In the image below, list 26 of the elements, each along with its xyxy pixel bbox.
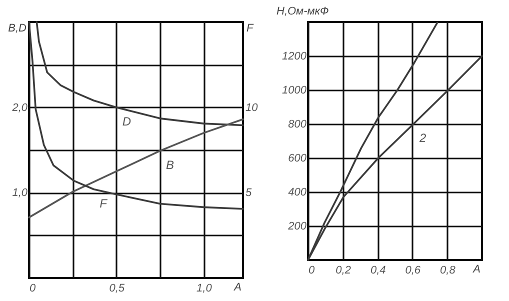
- x-tick-label: 0,4: [370, 264, 386, 276]
- x-tick-label: 0: [308, 264, 316, 276]
- y-tick-label: 1000: [282, 84, 308, 96]
- x-axis-title: A: [472, 264, 480, 276]
- series-label: B: [166, 158, 174, 172]
- y-tick-label: 2,0: [11, 102, 28, 114]
- x-tick-label: 0,8: [440, 264, 456, 276]
- y-tick-label: 800: [288, 118, 308, 130]
- x-tick-label: 1,0: [196, 282, 213, 294]
- y2-tick-label: 10: [246, 102, 259, 114]
- y-tick-label: 400: [288, 186, 308, 198]
- series-label: F: [100, 196, 108, 210]
- y2-axis-title: F: [246, 22, 254, 34]
- y-axis-title: B,D: [8, 22, 27, 34]
- x-tick-label: 0,6: [405, 264, 422, 276]
- y-tick-label: 1200: [282, 50, 308, 62]
- x-tick-label: 0,5: [109, 282, 126, 294]
- x-tick-label: 0,2: [336, 264, 351, 276]
- y-tick-label: 600: [288, 152, 308, 164]
- x-axis-title: A: [233, 282, 242, 294]
- y-tick-label: 200: [287, 220, 308, 232]
- series-label: 2: [418, 131, 426, 145]
- y-axis-title: Н,Ом-мкФ: [276, 6, 329, 18]
- y2-tick-label: 5: [246, 187, 252, 200]
- series-label: D: [122, 114, 132, 128]
- x-tick-label: 0: [30, 282, 36, 294]
